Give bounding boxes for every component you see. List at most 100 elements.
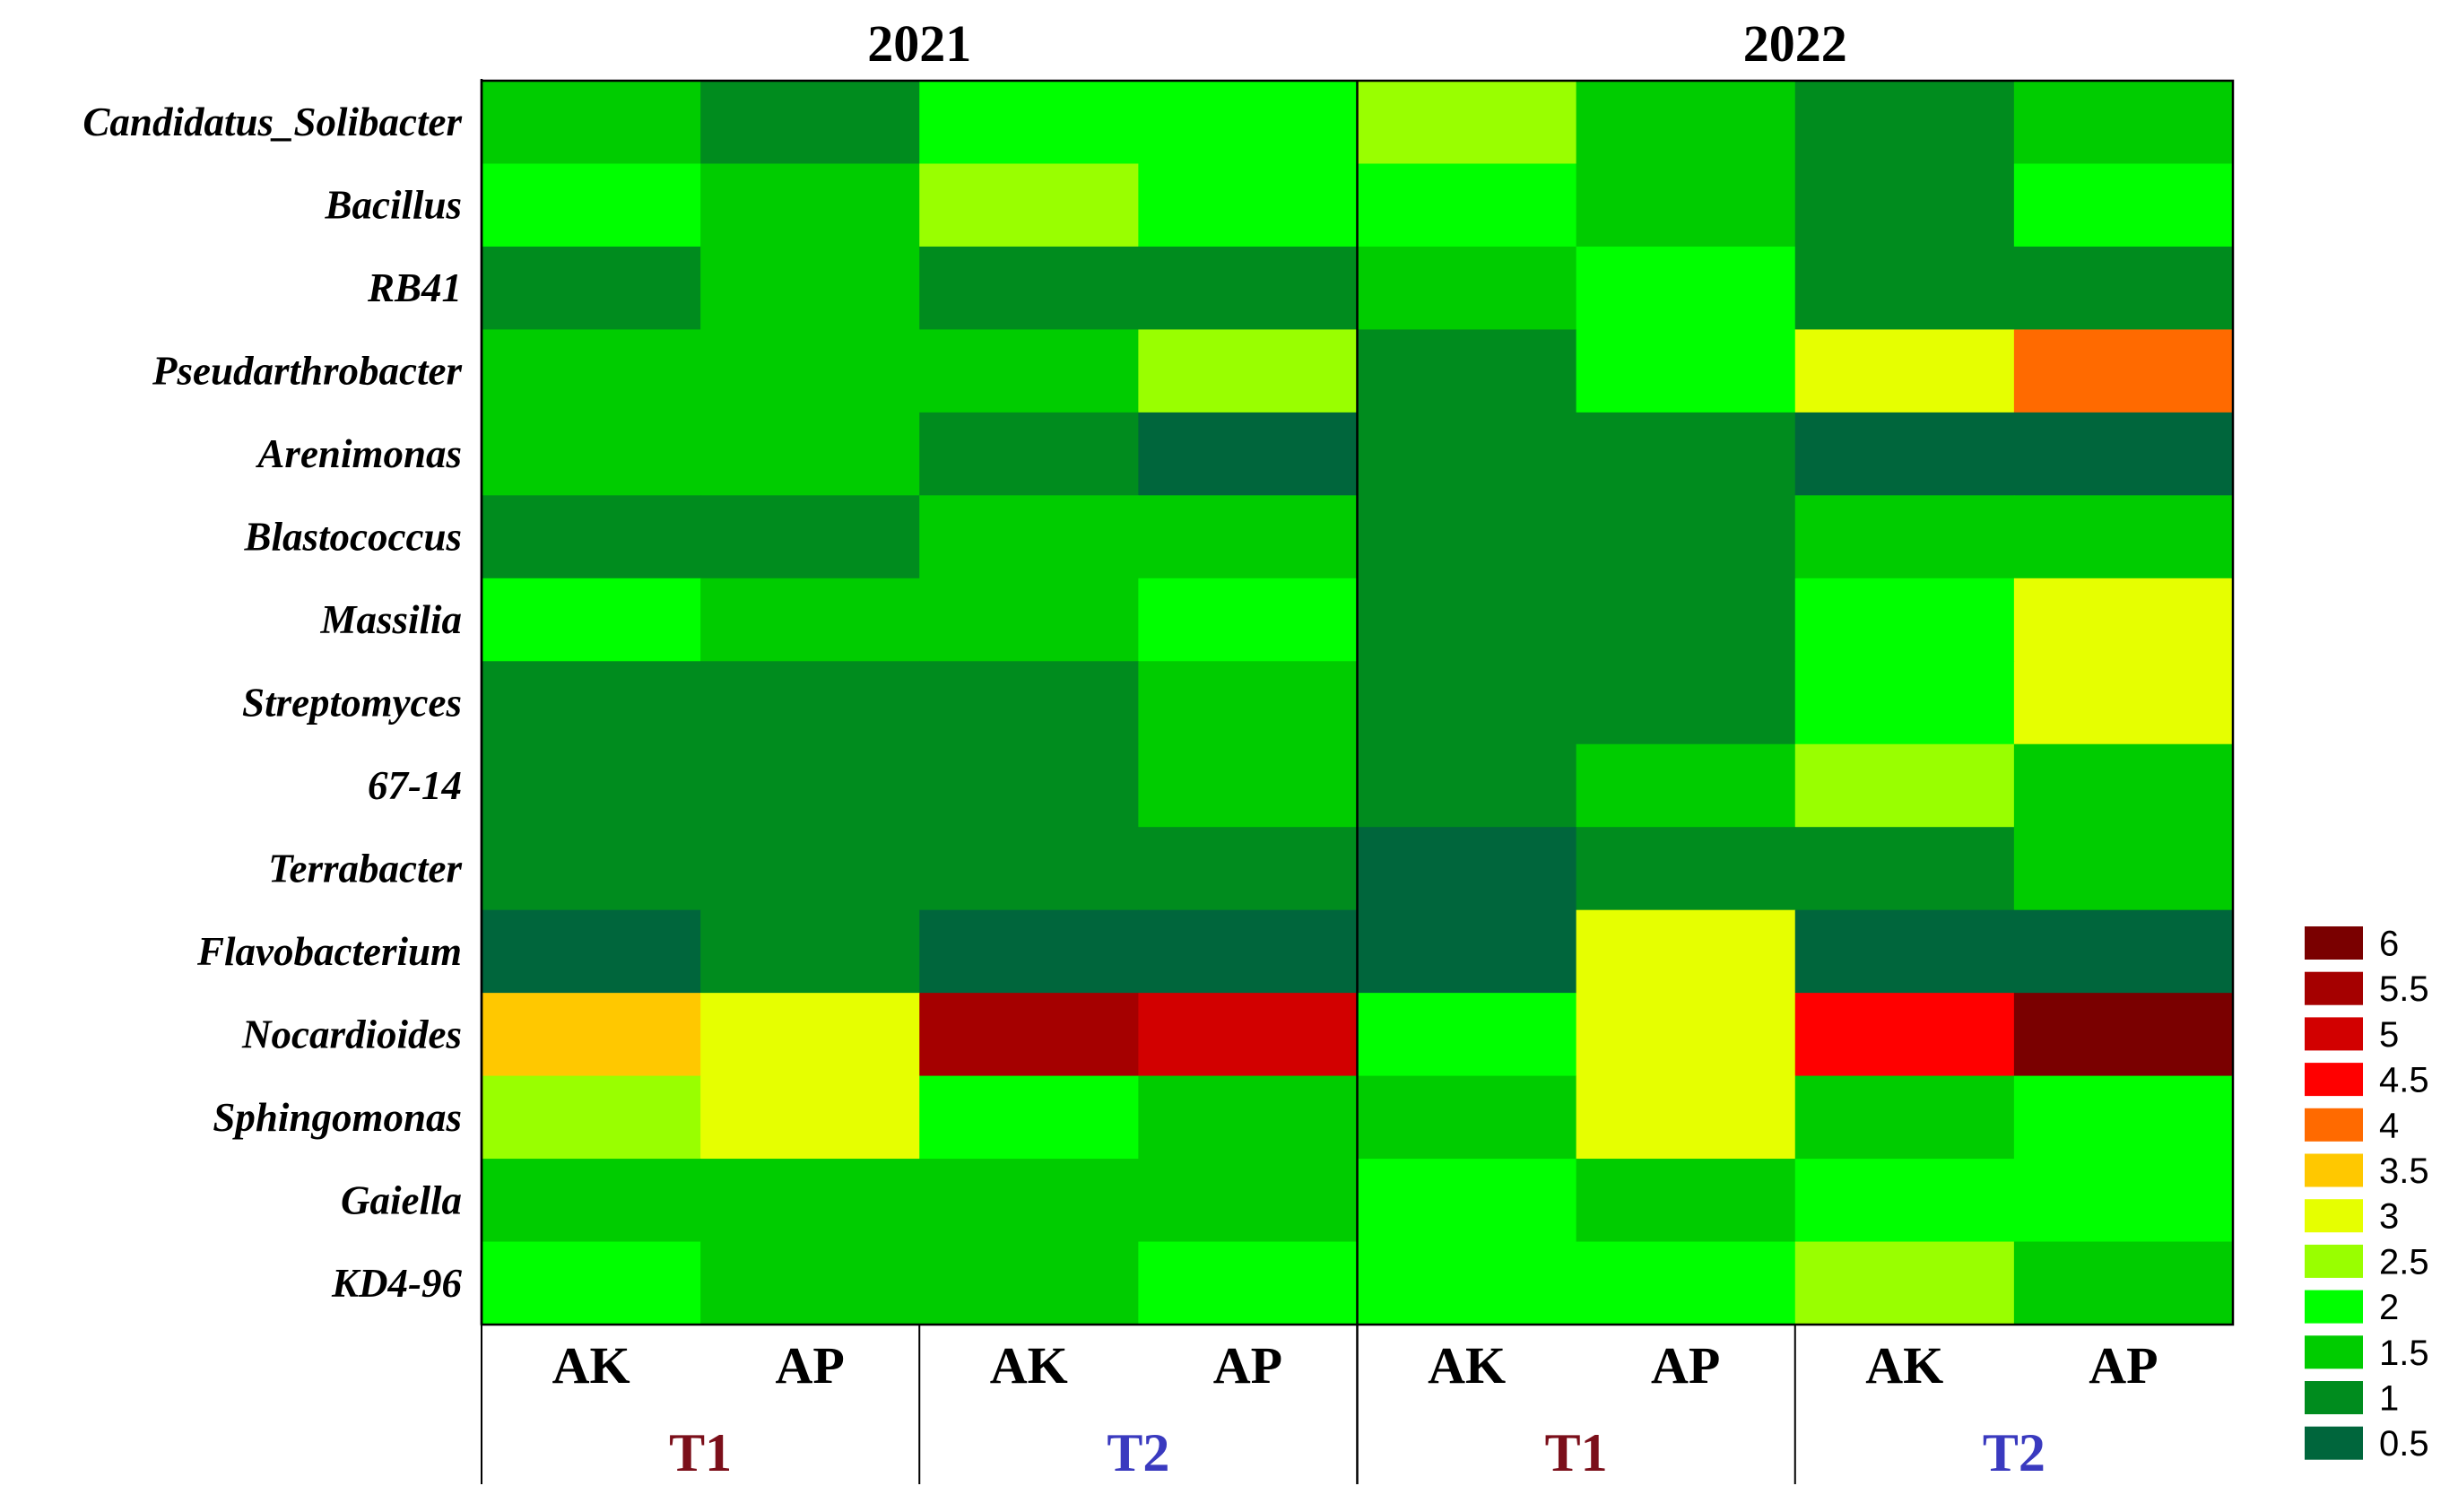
heatmap-cell bbox=[1576, 1159, 1796, 1243]
heatmap-cell bbox=[919, 1075, 1139, 1160]
legend-label: 5 bbox=[2379, 1015, 2399, 1055]
column-label: AP bbox=[1213, 1336, 1282, 1395]
row-label: 67-14 bbox=[368, 763, 462, 808]
group-label: T2 bbox=[1107, 1423, 1169, 1482]
heatmap-cell bbox=[2013, 412, 2234, 496]
heatmap-cell bbox=[1357, 412, 1577, 496]
heatmap-cell bbox=[482, 329, 701, 413]
row-label: Pseudarthrobacter bbox=[152, 349, 463, 394]
heatmap-cell bbox=[482, 578, 701, 662]
heatmap-cell bbox=[1357, 329, 1577, 413]
legend-label: 4.5 bbox=[2379, 1061, 2429, 1100]
heatmap-cell bbox=[700, 329, 920, 413]
legend-swatch bbox=[2305, 1108, 2363, 1142]
column-label: AP bbox=[1651, 1336, 1720, 1395]
column-label: AP bbox=[776, 1336, 845, 1395]
heatmap-cell bbox=[2013, 661, 2234, 745]
heatmap-cell bbox=[482, 1075, 701, 1160]
heatmap-cell bbox=[1138, 909, 1359, 994]
row-labels: Candidatus_Solibacter Bacillus RB41 Pseudar… bbox=[83, 100, 462, 1306]
heatmap-cell bbox=[482, 743, 701, 828]
heatmap-cell bbox=[1794, 578, 2015, 662]
heatmap-cell bbox=[1138, 993, 1359, 1077]
heatmap-cell bbox=[1576, 743, 1796, 828]
heatmap-cell bbox=[1576, 578, 1796, 662]
year-label: 2021 bbox=[867, 14, 971, 73]
heatmap-cell bbox=[919, 993, 1139, 1077]
row-label: Arenimonas bbox=[255, 431, 462, 476]
heatmap-cell bbox=[1357, 743, 1577, 828]
heatmap-cell bbox=[482, 163, 701, 248]
heatmap-cell bbox=[919, 827, 1139, 911]
heatmap-cell bbox=[482, 246, 701, 330]
heatmap-cell bbox=[919, 246, 1139, 330]
heatmap-cell bbox=[1357, 827, 1577, 911]
heatmap-cell bbox=[700, 495, 920, 579]
legend-label: 2.5 bbox=[2379, 1242, 2429, 1282]
heatmap-cell bbox=[1794, 1075, 2015, 1160]
heatmap-cell bbox=[1576, 993, 1796, 1077]
legend-swatch bbox=[2305, 1381, 2363, 1414]
heatmap-cell bbox=[2013, 329, 2234, 413]
heatmap-cell bbox=[1357, 993, 1577, 1077]
column-label: AK bbox=[552, 1336, 630, 1395]
row-label: Blastococcus bbox=[244, 515, 463, 560]
heatmap-cell bbox=[1576, 661, 1796, 745]
group-label: T1 bbox=[669, 1423, 732, 1482]
heatmap-cell bbox=[919, 743, 1139, 828]
heatmap-cell bbox=[1794, 246, 2015, 330]
group-labels: T1 T2 T1 T2 bbox=[669, 1423, 2045, 1482]
heatmap-cell bbox=[1138, 246, 1359, 330]
row-label: RB41 bbox=[367, 265, 462, 310]
heatmap-cell bbox=[919, 163, 1139, 248]
heatmap-cell bbox=[1576, 1075, 1796, 1160]
heatmap-cell bbox=[1138, 1075, 1359, 1160]
heatmap-cell bbox=[1794, 1159, 2015, 1243]
heatmap-cell bbox=[2013, 993, 2234, 1077]
row-label: Flavobacterium bbox=[196, 929, 462, 974]
legend-label: 3.5 bbox=[2379, 1151, 2429, 1191]
heatmap-cell bbox=[482, 993, 701, 1077]
heatmap-cell bbox=[700, 163, 920, 248]
heatmap-cell bbox=[1138, 329, 1359, 413]
heatmap-cell bbox=[700, 661, 920, 745]
heatmap-cell bbox=[2013, 743, 2234, 828]
legend-swatch bbox=[2305, 1244, 2363, 1278]
heatmap-cell bbox=[1576, 163, 1796, 248]
heatmap-cell bbox=[1138, 743, 1359, 828]
row-label: Streptomyces bbox=[242, 681, 462, 726]
legend-label: 2 bbox=[2379, 1288, 2399, 1327]
heatmap-cell bbox=[1794, 1241, 2015, 1325]
legend-swatch bbox=[2305, 1335, 2363, 1369]
row-label: Terrabacter bbox=[268, 846, 462, 891]
heatmap-cell bbox=[700, 1075, 920, 1160]
heatmap-cell bbox=[700, 1241, 920, 1325]
heatmap-cell bbox=[1357, 1159, 1577, 1243]
heatmap-cell bbox=[2013, 909, 2234, 994]
legend-swatch bbox=[2305, 1426, 2363, 1460]
legend-label: 3 bbox=[2379, 1197, 2399, 1237]
heatmap-cell bbox=[700, 412, 920, 496]
column-label: AK bbox=[1428, 1336, 1506, 1395]
heatmap-cell bbox=[919, 661, 1139, 745]
row-label: Sphingomonas bbox=[213, 1095, 462, 1140]
heatmap-cell bbox=[482, 827, 701, 911]
legend-label: 5.5 bbox=[2379, 969, 2429, 1009]
heatmap-cell bbox=[482, 1241, 701, 1325]
heatmap-cell bbox=[1357, 81, 1577, 165]
heatmap-cell bbox=[1576, 827, 1796, 911]
legend-swatch bbox=[2305, 1290, 2363, 1324]
heatmap-cell bbox=[1138, 661, 1359, 745]
heatmap-cell bbox=[919, 909, 1139, 994]
legend-swatch bbox=[2305, 1063, 2363, 1097]
heatmap-cell bbox=[1794, 81, 2015, 165]
heatmap-cell bbox=[1357, 661, 1577, 745]
heatmap-cell bbox=[482, 1159, 701, 1243]
heatmap-cell bbox=[919, 1241, 1139, 1325]
heatmap-cell bbox=[1794, 163, 2015, 248]
row-label: KD4-96 bbox=[331, 1261, 462, 1306]
column-label: AK bbox=[990, 1336, 1068, 1395]
heatmap-cell bbox=[1138, 412, 1359, 496]
heatmap-cell bbox=[1138, 163, 1359, 248]
